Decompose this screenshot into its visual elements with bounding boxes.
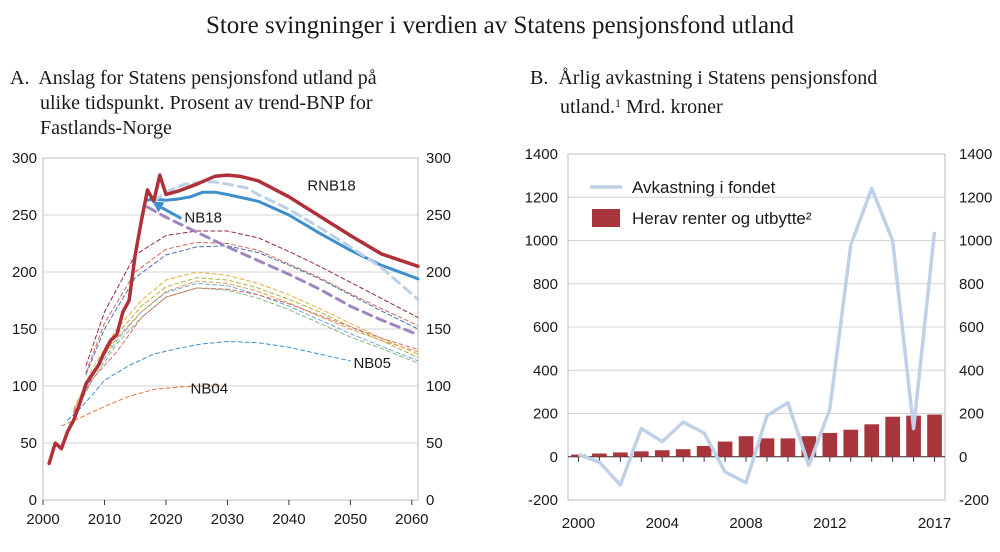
panel-b-bar [654, 450, 670, 457]
panel-b-bar [717, 441, 733, 457]
panel-a-series-line [73, 271, 419, 412]
panel-b-bar [927, 414, 942, 457]
panel-b-y-tick-left: 800 [533, 276, 558, 293]
panel-b-y-tick-left: 1000 [525, 233, 558, 250]
panel-b-x-tick: 2017 [918, 515, 951, 532]
panel-a-y-tick-left: 150 [12, 321, 37, 338]
panel-b-title: B. Årlig avkastning i Statens pensjonsfo… [530, 66, 970, 120]
panel-a-y-tick-left: 200 [12, 264, 37, 281]
panel-b-y-tick-right: 400 [959, 362, 984, 379]
panel-b-y-tick-right: 800 [959, 276, 984, 293]
panel-b-y-tick-right: 1400 [959, 146, 992, 163]
panel-b-y-tick-left: 1200 [525, 189, 558, 206]
nb18-arrow-head [152, 201, 165, 213]
panel-a-annotation-rnb18: RNB18 [307, 177, 355, 194]
panel-b-bar [633, 451, 649, 457]
panel-a-title-line-2: ulike tidspunkt. Prosent av trend-BNP fo… [10, 92, 373, 114]
panel-b-bar [864, 424, 880, 457]
legend-label-renter: Herav renter og utbytte² [632, 209, 812, 228]
panel-b-title-line-2-text: utland. [530, 96, 615, 118]
panel-a-series-line [73, 282, 419, 415]
panel-a-frame [42, 157, 419, 501]
panel-b-bar [738, 436, 754, 457]
panel-b-bar [759, 438, 775, 457]
panel-b-title-line-2-rest: Mrd. kroner [621, 96, 723, 118]
panel-b-bar [906, 415, 921, 457]
panel-a-x-tick: 2010 [88, 511, 121, 528]
panel-a-series-line-rnb18 [47, 173, 420, 466]
panel-a-annotation-nb04: NB04 [191, 380, 229, 397]
panel-b-y-tick-right: -200 [959, 492, 989, 509]
panel-b-y-tick-left: 600 [533, 319, 558, 336]
panel-a-title: A. Anslag for Statens pensjonsfond utlan… [10, 66, 450, 141]
panel-a-y-tick-right: 100 [426, 378, 451, 395]
panel-a-series-line-nb04 [60, 385, 228, 427]
footnote-marker-1: 1 [615, 96, 621, 110]
panel-b-bar [675, 449, 691, 457]
panel-b-y-tick-right: 1000 [959, 233, 992, 250]
panel-b-y-tick-right: 600 [959, 319, 984, 336]
panel-a-x-tick: 2020 [149, 511, 182, 528]
panel-a-series-line-nb05 [67, 341, 351, 421]
panel-a-series-line [73, 287, 419, 413]
panel-b-y-tick-left: -200 [528, 492, 558, 509]
panel-a-series-line [73, 280, 419, 410]
panel-a-series-line [85, 230, 419, 366]
panel-a-title-line-1: A. Anslag for Statens pensjonsfond utlan… [10, 67, 377, 89]
panel-b-chart: -200 -200 0 0 200 200 400 400 600 600 800 800 1000 10… [525, 146, 993, 532]
panel-a-y-tick-right: 300 [426, 150, 451, 167]
panel-a-x-tick: 2050 [334, 511, 367, 528]
nb18-arrow-shaft [156, 204, 183, 220]
panel-b-y-tick-left: 1400 [525, 146, 558, 163]
panel-a-y-tick-right: 50 [426, 435, 443, 452]
panel-b-x-tick: 2008 [729, 515, 762, 532]
panel-b-y-tick-right: 1200 [959, 189, 992, 206]
panel-a-title-line-3: Fastlands-Norge [10, 117, 172, 139]
panel-a-chart: 0 0 50 50 100 100 150 150 200 200 250 250 300 300 2000… [12, 150, 451, 528]
panel-b-bar [613, 452, 628, 457]
panel-a-series-line [73, 277, 419, 414]
panel-a-x-tick: 2000 [26, 511, 59, 528]
panel-a-y-tick-left: 100 [12, 378, 37, 395]
panel-a-y-tick-left: 300 [12, 150, 37, 167]
panel-a-y-tick-right: 250 [426, 207, 451, 224]
panel-a-annotation-nb05: NB05 [353, 355, 391, 372]
panel-b-title-line-2: utland.1 Mrd. kroner [530, 91, 970, 120]
panel-b-bar [780, 438, 796, 457]
panel-a-x-tick: 2030 [211, 511, 244, 528]
panel-a-series-line [146, 205, 420, 337]
legend-swatch-renter [592, 209, 620, 227]
figure-title: Store svingninger i verdien av Statens p… [205, 12, 795, 39]
panel-b-x-tick: 2000 [562, 515, 595, 532]
panel-a-x-tick: 2040 [272, 511, 305, 528]
panel-a-series-line [152, 180, 420, 301]
legend-label-avkastning: Avkastning i fondet [632, 178, 776, 197]
panel-b-frame [567, 153, 946, 501]
panel-a-y-tick-right: 200 [426, 264, 451, 281]
panel-a-y-tick-left: 0 [29, 492, 37, 509]
panel-a-x-tick: 2060 [395, 511, 428, 528]
panel-a-y-tick-right: 0 [426, 492, 434, 509]
panel-b-y-tick-left: 200 [533, 406, 558, 423]
panel-b-return-line [577, 186, 937, 487]
panel-b-bar [822, 432, 838, 457]
panel-b-bar [843, 429, 859, 457]
panel-b-y-tick-right: 0 [959, 449, 967, 466]
panel-a-y-tick-left: 50 [20, 435, 37, 452]
panel-b-y-tick-left: 400 [533, 362, 558, 379]
panel-a-series-line-nb18 [146, 190, 420, 281]
panel-a-y-tick-right: 150 [426, 321, 451, 338]
panel-b-y-tick-right: 200 [959, 406, 984, 423]
panel-b-bar [696, 445, 712, 457]
panel-b-x-tick: 2012 [813, 515, 846, 532]
panel-a-y-tick-left: 250 [12, 207, 37, 224]
panel-b-bar [885, 416, 900, 457]
panel-a-series-line [73, 287, 419, 417]
panel-b-y-tick-left: 0 [550, 449, 558, 466]
panel-a-annotation-nb18: NB18 [184, 209, 222, 226]
panel-b-title-line-1: B. Årlig avkastning i Statens pensjonsfo… [530, 67, 878, 89]
panel-b-x-tick: 2004 [646, 515, 679, 532]
panel-b-bar [592, 453, 607, 457]
